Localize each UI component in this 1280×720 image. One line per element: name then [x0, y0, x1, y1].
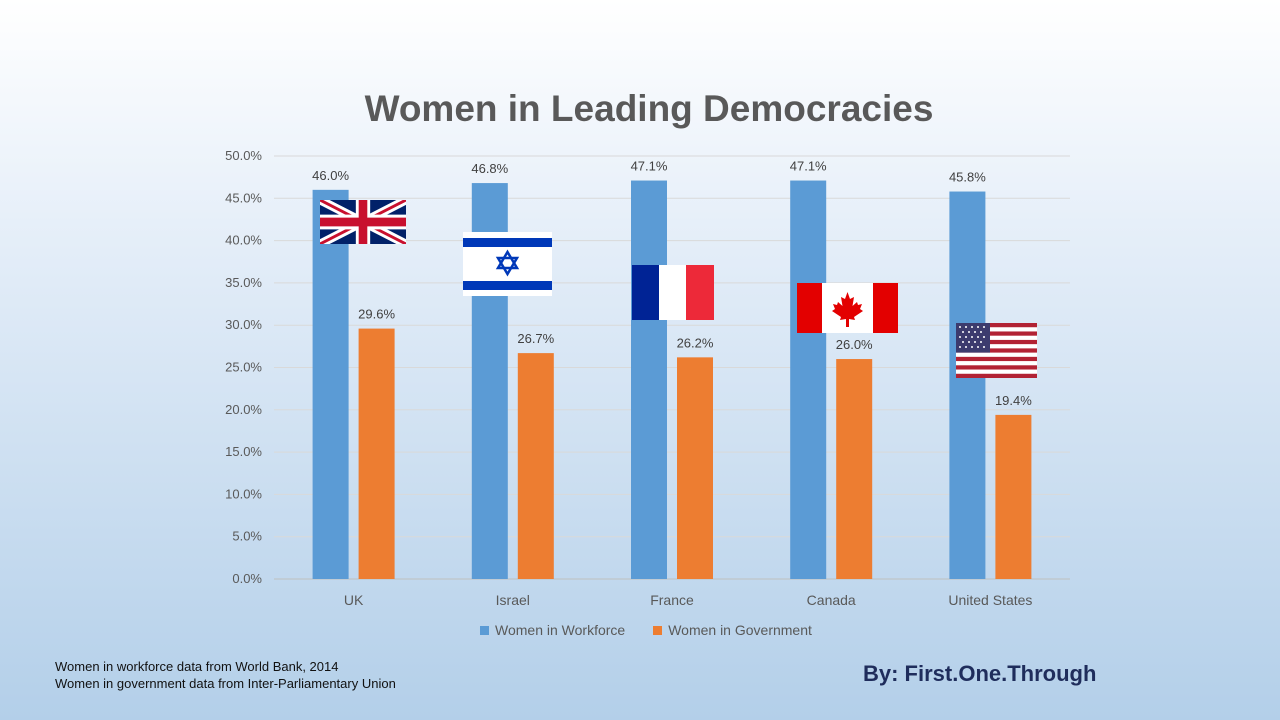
legend-swatch-workforce: [480, 625, 489, 635]
legend-item-government: Women in Government: [653, 622, 812, 638]
israel-flag: [463, 232, 552, 296]
data-label: 26.0%: [836, 337, 873, 352]
usa-flag: [956, 323, 1037, 378]
legend-label-workforce: Women in Workforce: [495, 622, 626, 638]
bar-workforce: [790, 180, 827, 579]
x-tick-label: Canada: [807, 592, 856, 608]
y-tick-label: 10.0%: [225, 486, 262, 501]
y-tick-label: 20.0%: [225, 402, 262, 417]
data-label: 46.8%: [471, 161, 508, 176]
bar-government: [358, 328, 395, 579]
source-note: Women in workforce data from World Bank,…: [55, 658, 396, 692]
y-tick-label: 35.0%: [225, 275, 262, 290]
x-tick-label: Israel: [496, 592, 530, 608]
bar-government: [836, 359, 873, 579]
y-tick-label: 0.0%: [232, 571, 262, 586]
y-tick-label: 50.0%: [225, 148, 262, 163]
y-tick-label: 45.0%: [225, 190, 262, 205]
y-tick-label: 40.0%: [225, 233, 262, 248]
byline: By: First.One.Through: [863, 661, 1097, 686]
y-tick-label: 15.0%: [225, 444, 262, 459]
canada-flag: [797, 283, 898, 333]
legend: Women in Workforce Women in Government: [480, 622, 812, 638]
data-label: 47.1%: [631, 159, 668, 174]
y-tick-label: 25.0%: [225, 360, 262, 375]
data-label: 26.7%: [517, 331, 554, 346]
source-line-1: Women in workforce data from World Bank,…: [55, 659, 339, 674]
y-tick-label: 5.0%: [232, 529, 262, 544]
bar-government: [995, 414, 1032, 579]
data-label: 26.2%: [677, 335, 714, 350]
bar-government: [677, 357, 713, 579]
x-tick-label: France: [650, 592, 694, 608]
chart-title: Women in Leading Democracies: [364, 88, 934, 129]
data-label: 47.1%: [790, 159, 827, 174]
bar-government: [517, 353, 554, 579]
bar-workforce: [949, 191, 986, 580]
source-line-2: Women in government data from Inter-Parl…: [55, 676, 396, 691]
legend-label-government: Women in Government: [668, 622, 812, 638]
data-label: 46.0%: [312, 168, 349, 183]
legend-item-workforce: Women in Workforce: [480, 622, 625, 638]
uk-flag: [320, 200, 406, 244]
france-flag: [632, 265, 714, 320]
x-tick-label: United States: [948, 592, 1032, 608]
x-tick-label: UK: [344, 592, 364, 608]
y-tick-label: 30.0%: [225, 317, 262, 332]
bar-workforce: [631, 180, 667, 579]
data-label: 19.4%: [995, 393, 1032, 408]
legend-swatch-government: [653, 625, 663, 635]
bar-workforce: [312, 189, 349, 579]
data-label: 29.6%: [358, 307, 395, 322]
data-label: 45.8%: [949, 170, 986, 185]
